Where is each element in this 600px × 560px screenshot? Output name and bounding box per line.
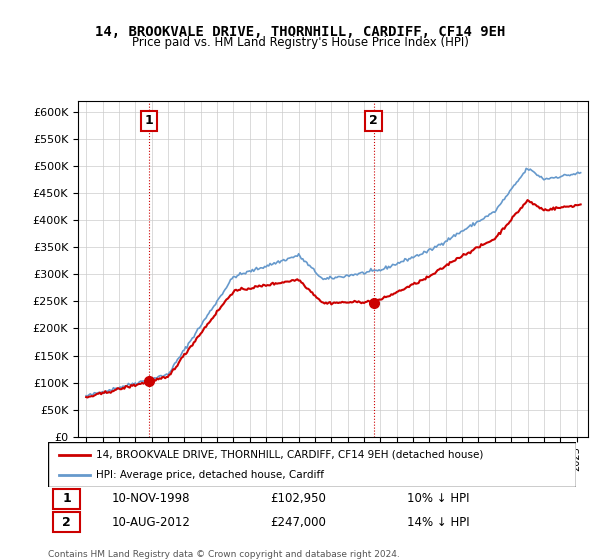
Text: 10% ↓ HPI: 10% ↓ HPI [407, 492, 470, 505]
Text: 10-NOV-1998: 10-NOV-1998 [112, 492, 190, 505]
Text: 1: 1 [145, 114, 153, 128]
Text: 1: 1 [62, 492, 71, 505]
Text: 2: 2 [62, 516, 71, 529]
Text: £102,950: £102,950 [270, 492, 326, 505]
FancyBboxPatch shape [48, 442, 576, 487]
Text: Contains HM Land Registry data © Crown copyright and database right 2024.
This d: Contains HM Land Registry data © Crown c… [48, 550, 400, 560]
Text: Price paid vs. HM Land Registry's House Price Index (HPI): Price paid vs. HM Land Registry's House … [131, 36, 469, 49]
Text: 14, BROOKVALE DRIVE, THORNHILL, CARDIFF, CF14 9EH: 14, BROOKVALE DRIVE, THORNHILL, CARDIFF,… [95, 25, 505, 39]
FancyBboxPatch shape [53, 512, 80, 533]
Text: 14% ↓ HPI: 14% ↓ HPI [407, 516, 470, 529]
Text: 2: 2 [369, 114, 378, 128]
Text: 14, BROOKVALE DRIVE, THORNHILL, CARDIFF, CF14 9EH (detached house): 14, BROOKVALE DRIVE, THORNHILL, CARDIFF,… [95, 450, 483, 460]
Text: HPI: Average price, detached house, Cardiff: HPI: Average price, detached house, Card… [95, 470, 323, 480]
Text: 10-AUG-2012: 10-AUG-2012 [112, 516, 190, 529]
Text: £247,000: £247,000 [270, 516, 326, 529]
FancyBboxPatch shape [53, 489, 80, 508]
